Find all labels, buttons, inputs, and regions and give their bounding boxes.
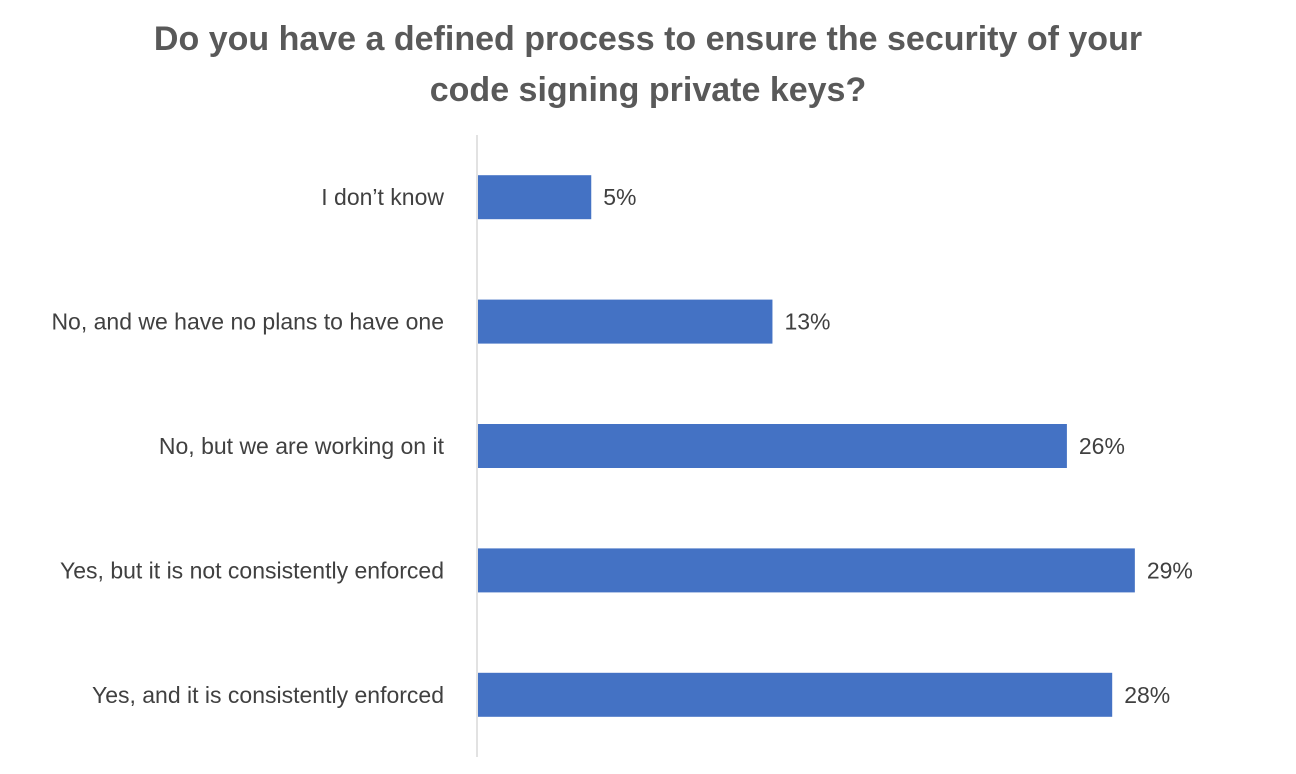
value-label-3: 29% <box>1147 557 1193 583</box>
bar-3 <box>478 548 1135 593</box>
bar-4 <box>478 672 1113 717</box>
bars-group: I don’t know 5% No, and we have no plans t… <box>51 175 1193 717</box>
category-label-0: I don’t know <box>321 184 444 210</box>
chart-title-line-1: Do you have a defined process to ensure … <box>153 20 1143 58</box>
category-label-4: Yes, and it is consistently enforced <box>92 682 444 708</box>
category-label-2: No, but we are working on it <box>159 433 445 459</box>
chart-title: Do you have a defined process to ensure … <box>0 14 1296 116</box>
chart-title-line-2: code signing private keys? <box>429 71 867 109</box>
bar-0 <box>478 175 592 220</box>
bar-1 <box>478 299 773 344</box>
value-label-4: 28% <box>1124 682 1170 708</box>
bar-2 <box>478 424 1067 468</box>
value-label-1: 13% <box>784 309 830 335</box>
category-label-3: Yes, but it is not consistently enforced <box>60 557 444 583</box>
value-label-2: 26% <box>1079 433 1125 459</box>
value-label-0: 5% <box>603 184 636 210</box>
category-label-1: No, and we have no plans to have one <box>51 309 444 335</box>
